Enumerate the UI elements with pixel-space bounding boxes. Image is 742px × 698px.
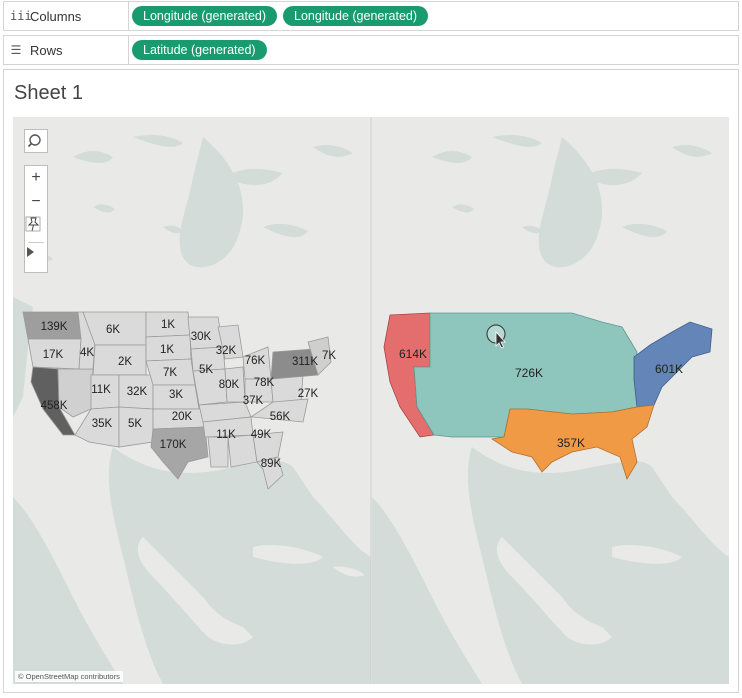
pin-button[interactable] <box>25 216 47 240</box>
label-ca: 458K <box>40 400 68 412</box>
sheet-title: Sheet 1 <box>14 82 83 104</box>
columns-label: Columns <box>30 8 82 24</box>
label-ut: 32K <box>126 386 148 398</box>
label-wi: 32K <box>215 345 237 357</box>
rows-label: Rows <box>30 42 63 58</box>
label-region-central: 726K <box>514 366 544 380</box>
right-basemap <box>372 117 729 684</box>
label-sd: 1K <box>159 344 175 356</box>
label-region-east: 601K <box>654 362 684 376</box>
label-nv: 11K <box>91 384 111 396</box>
rows-icon: ☰ <box>10 43 22 57</box>
triangle-right-icon <box>27 247 34 257</box>
label-region-south: 357K <box>556 436 586 450</box>
label-ok: 20K <box>171 411 193 423</box>
label-in: 78K <box>253 377 275 389</box>
label-il: 80K <box>218 379 240 391</box>
cursor-icon <box>486 324 506 349</box>
region-south[interactable] <box>490 404 655 480</box>
rows-shelf: ☰ Rows Latitude (generated) <box>3 35 739 65</box>
label-az: 35K <box>91 418 113 430</box>
label-al: 11K <box>216 429 236 441</box>
label-region-west: 614K <box>398 347 428 361</box>
label-ia: 5K <box>198 364 214 376</box>
label-nm: 5K <box>127 418 143 430</box>
label-co: 3K <box>168 389 184 401</box>
label-mn: 30K <box>190 331 212 343</box>
rows-shelf-label: ☰ Rows <box>4 36 129 64</box>
columns-shelf: iii Columns Longitude (generated) Longit… <box>3 1 739 31</box>
label-va: 27K <box>297 388 319 400</box>
label-ga: 49K <box>250 429 272 441</box>
pin-icon <box>25 216 41 232</box>
label-tx: 170K <box>159 439 187 451</box>
expand-toolbar-button[interactable] <box>25 246 47 270</box>
zoom-in-button[interactable]: + <box>31 169 41 186</box>
label-ne: 7K <box>162 367 178 379</box>
map-zoom-toolbar: + − <box>24 165 48 273</box>
label-oh: 37K <box>242 395 264 407</box>
longitude-pill-2[interactable]: Longitude (generated) <box>283 6 429 26</box>
label-or: 17K <box>42 349 64 361</box>
label-id: 4K <box>79 347 95 359</box>
label-ny: 311K <box>291 356 319 368</box>
zoom-out-button[interactable]: − <box>31 193 41 210</box>
map-attribution[interactable]: © OpenStreetMap contributors <box>15 671 123 682</box>
map-view[interactable]: 139K 6K 1K 30K 17K 4K 1K 32K 2K 76K 7K 5… <box>13 117 729 684</box>
left-states <box>22 311 332 490</box>
label-new-england: 7K <box>321 350 337 362</box>
latitude-pill[interactable]: Latitude (generated) <box>132 40 267 60</box>
columns-shelf-label: iii Columns <box>4 2 129 30</box>
longitude-pill-1[interactable]: Longitude (generated) <box>132 6 278 26</box>
columns-icon: iii <box>10 9 32 23</box>
map-search-button[interactable] <box>24 129 48 153</box>
sheet-panel: Sheet 1 <box>3 69 739 693</box>
label-wa: 139K <box>40 321 68 333</box>
map-canvas <box>13 117 729 684</box>
label-wy: 2K <box>117 356 133 368</box>
toolbar-divider <box>28 242 44 243</box>
label-fl: 89K <box>260 458 282 470</box>
label-nd: 1K <box>160 319 176 331</box>
label-tn: 56K <box>269 411 291 423</box>
search-icon <box>27 134 41 148</box>
label-mi: 76K <box>244 355 266 367</box>
label-mt: 6K <box>105 324 121 336</box>
